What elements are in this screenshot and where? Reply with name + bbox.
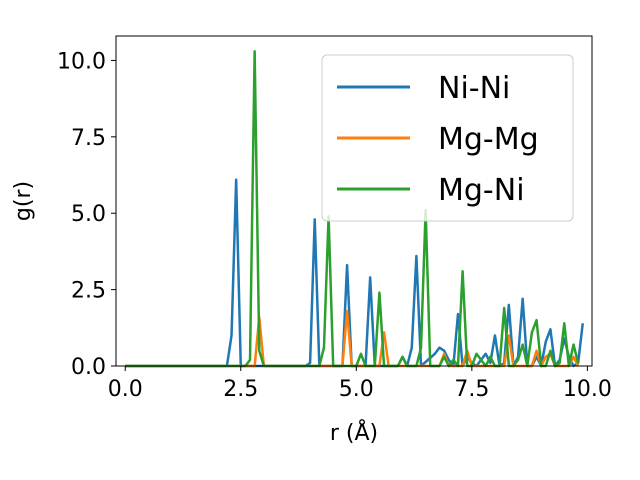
- x-axis-label: r (Å): [330, 419, 378, 446]
- legend-label-mg-mg: Mg-Mg: [438, 122, 539, 157]
- y-tick-label: 5.0: [71, 202, 106, 227]
- y-tick-label: 7.5: [71, 126, 106, 151]
- y-tick-label: 0.0: [71, 355, 106, 380]
- x-tick-label: 10.0: [563, 377, 612, 402]
- legend: Ni-Ni Mg-Mg Mg-Ni: [321, 54, 574, 222]
- plot-frame: [115, 35, 593, 367]
- y-axis-label: g(r): [11, 181, 36, 221]
- x-tick-label: 5.0: [339, 377, 374, 402]
- legend-box: [321, 54, 574, 222]
- x-tick-label: 2.5: [223, 377, 258, 402]
- x-tick-label: 7.5: [454, 377, 489, 402]
- legend-label-mg-ni: Mg-Ni: [438, 173, 525, 208]
- y-tick-label: 2.5: [71, 279, 106, 304]
- y-axis-ticks: 0.0 2.5 5.0 7.5 10.0: [57, 49, 116, 380]
- series-line-mg-ni: [125, 50, 580, 368]
- x-tick-label: 0.0: [108, 377, 143, 402]
- y-tick-label: 10.0: [57, 49, 106, 74]
- legend-label-ni-ni: Ni-Ni: [438, 71, 510, 106]
- x-axis-ticks: 0.0 2.5 5.0 7.5 10.0: [108, 366, 612, 402]
